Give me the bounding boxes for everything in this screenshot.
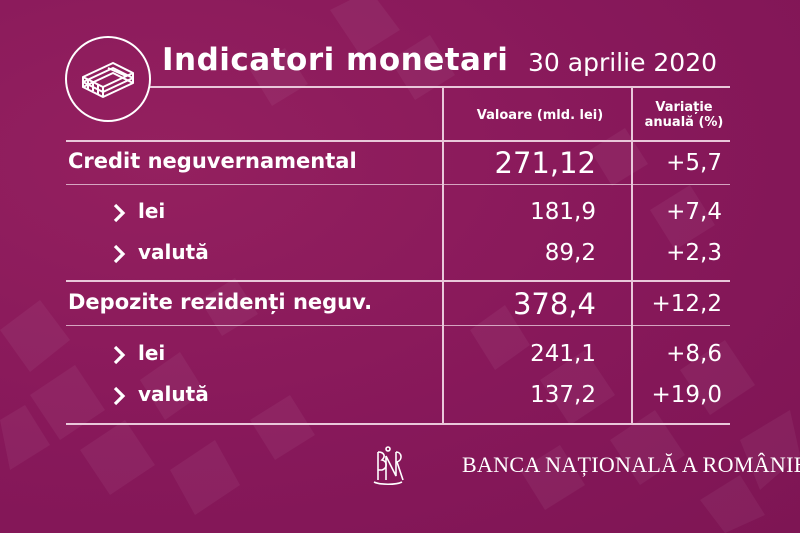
row-label-credit-valuta: valută xyxy=(138,240,209,264)
row-label-deposits: Depozite rezidenți neguv. xyxy=(68,290,373,314)
column-header-change-line2: anuală (%) xyxy=(644,115,724,130)
bnr-monogram-icon xyxy=(373,446,404,486)
header-divider xyxy=(150,86,730,88)
row-label-deposits-valuta: valută xyxy=(138,382,209,406)
row-value-credit-lei: 181,9 xyxy=(530,199,596,225)
report-date: 30 aprilie 2020 xyxy=(528,48,718,77)
row-change-deposits: +12,2 xyxy=(651,291,722,317)
chevron-right-icon xyxy=(113,203,126,223)
money-icon-circle xyxy=(65,36,151,122)
row-change-deposits-lei: +8,6 xyxy=(666,341,722,367)
row-divider xyxy=(66,325,730,326)
section-divider xyxy=(66,280,730,282)
page-title: Indicatori monetari xyxy=(162,42,509,78)
row-value-deposits: 378,4 xyxy=(512,287,596,321)
row-value-credit: 271,12 xyxy=(494,146,596,180)
row-value-deposits-lei: 241,1 xyxy=(530,341,596,367)
row-label-credit: Credit neguvernamental xyxy=(68,149,357,173)
table-bottom-line xyxy=(66,423,730,425)
money-stack-icon xyxy=(82,62,134,98)
column-divider-value xyxy=(442,86,444,424)
row-change-credit-valuta: +2,3 xyxy=(666,240,722,266)
row-value-deposits-valuta: 137,2 xyxy=(530,382,596,408)
chevron-right-icon xyxy=(113,244,126,264)
row-value-credit-valuta: 89,2 xyxy=(544,240,596,266)
row-label-deposits-lei: lei xyxy=(138,341,166,365)
row-change-credit: +5,7 xyxy=(666,150,722,176)
row-change-credit-lei: +7,4 xyxy=(666,199,722,225)
table-top-line xyxy=(66,140,730,142)
row-label-credit-lei: lei xyxy=(138,199,166,223)
column-header-change-line1: Variație xyxy=(655,100,713,115)
column-divider-change xyxy=(631,86,633,424)
row-change-deposits-valuta: +19,0 xyxy=(651,382,722,408)
chevron-right-icon xyxy=(113,345,126,365)
column-header-value: Valoare (mld. lei) xyxy=(476,108,604,123)
row-divider xyxy=(66,184,730,185)
bank-name: BANCA NAȚIONALĂ A ROMÂNIEI xyxy=(462,452,800,477)
chevron-right-icon xyxy=(113,386,126,406)
